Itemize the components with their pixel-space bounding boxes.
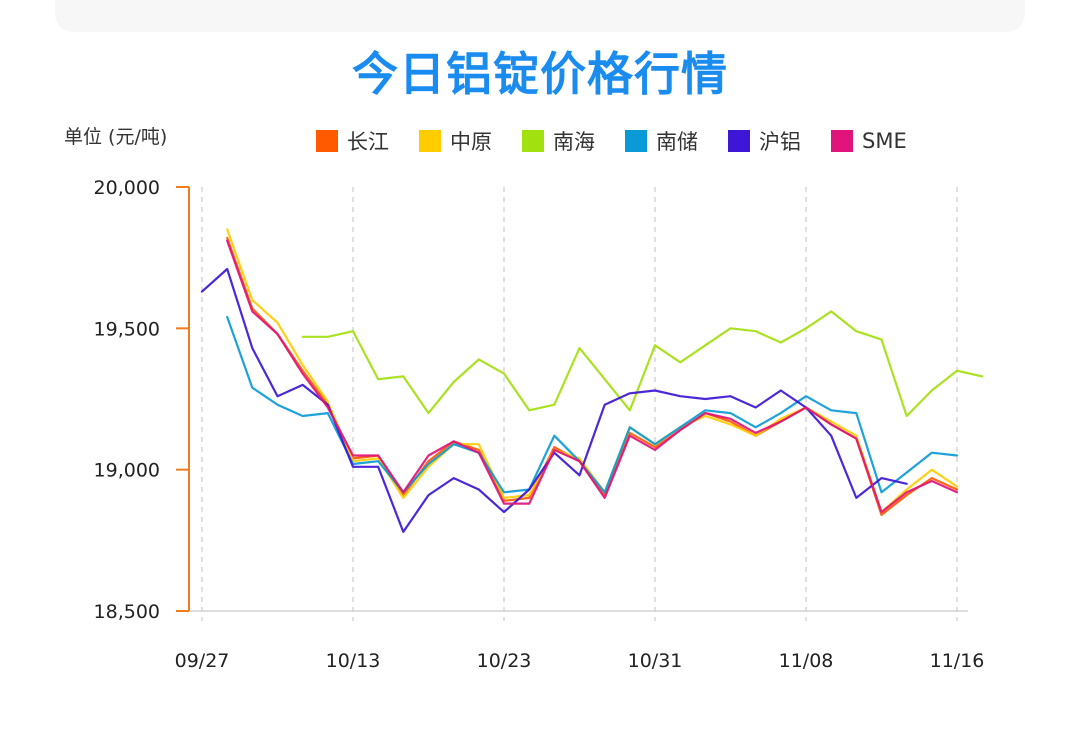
legend-item-nanhai[interactable]: 南海: [522, 126, 595, 156]
legend-label: SME: [862, 129, 907, 153]
legend-item-sme[interactable]: SME: [831, 129, 907, 153]
legend-item-hulv[interactable]: 沪铝: [728, 126, 801, 156]
legend-item-nanchu[interactable]: 南储: [625, 126, 698, 156]
legend-label: 南海: [553, 130, 595, 154]
legend-swatch-icon: [831, 130, 853, 152]
x-tick-label: 09/27: [175, 650, 230, 672]
legend-swatch-icon: [419, 130, 441, 152]
legend-swatch-icon: [522, 130, 544, 152]
legend-label: 中原: [450, 130, 492, 154]
legend-swatch-icon: [316, 130, 338, 152]
y-tick-label: 18,500: [94, 601, 160, 623]
legend-item-zhongyuan[interactable]: 中原: [419, 126, 492, 156]
top-card: [55, 0, 1025, 32]
chart-series: [200, 228, 984, 534]
x-tick-label: 11/08: [779, 650, 834, 672]
legend-label: 长江: [347, 130, 389, 154]
series-line: [226, 239, 959, 514]
y-axis-unit-label: 单位 (元/吨): [64, 126, 168, 148]
series-line: [200, 267, 908, 534]
chart-legend: 长江 中原 南海 南储 沪铝 SME: [316, 126, 937, 156]
legend-swatch-icon: [625, 130, 647, 152]
y-tick-label: 19,000: [94, 460, 160, 482]
legend-label: 沪铝: [759, 130, 801, 154]
x-tick-label: 10/13: [326, 650, 381, 672]
y-tick-label: 20,000: [94, 177, 160, 199]
series-line: [226, 315, 959, 494]
page-title: 今日铝锭价格行情: [352, 47, 728, 101]
legend-item-changjiang[interactable]: 长江: [316, 126, 389, 156]
x-tick-label: 10/31: [628, 650, 683, 672]
x-tick-label: 11/16: [930, 650, 985, 672]
series-line: [226, 228, 959, 514]
series-line: [301, 310, 984, 418]
y-tick-label: 19,500: [94, 318, 160, 340]
legend-label: 南储: [656, 130, 698, 154]
chart-axes: 09/27 10/13 10/23 10/31 11/08 11/16 20,000 19,5…: [94, 177, 985, 672]
legend-swatch-icon: [728, 130, 750, 152]
x-tick-label: 10/23: [477, 650, 532, 672]
chart-grid: [201, 187, 958, 621]
